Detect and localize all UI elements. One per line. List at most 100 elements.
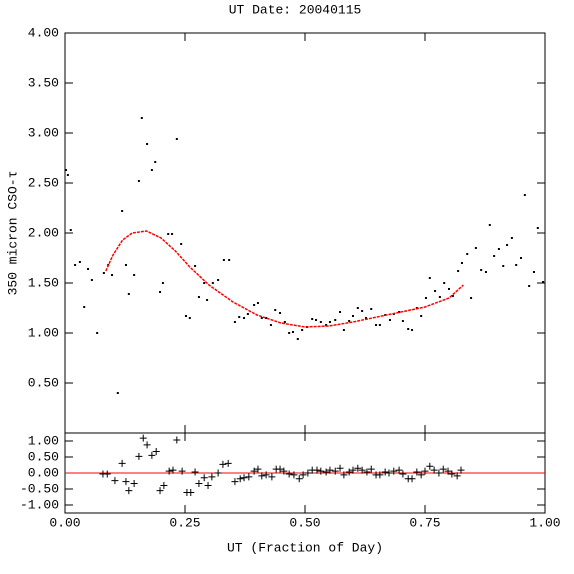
data-point	[528, 285, 531, 287]
residual-point	[290, 471, 298, 479]
chart-title: UT Date: 20040115	[229, 2, 362, 17]
y-tick-label: -0.50	[20, 481, 59, 496]
data-point	[180, 243, 183, 245]
residual-point	[457, 466, 465, 474]
residual-point	[340, 471, 348, 479]
data-point	[319, 321, 322, 323]
data-point	[334, 319, 337, 321]
residual-point	[322, 468, 330, 476]
data-point	[274, 309, 277, 311]
residual-point	[245, 473, 253, 481]
residual-point	[262, 471, 270, 479]
residual-point	[152, 448, 160, 456]
residual-point	[385, 469, 393, 477]
data-point	[217, 279, 220, 281]
residual-point	[173, 436, 181, 444]
data-point	[83, 306, 86, 308]
residual-point	[178, 467, 186, 475]
residual-point	[376, 471, 384, 479]
residual-point	[208, 473, 216, 481]
y-tick-label: 1.00	[28, 433, 59, 448]
data-point	[74, 264, 77, 266]
y-tick-label: 1.50	[28, 275, 59, 290]
residual-point	[358, 466, 366, 474]
data-point	[171, 233, 174, 235]
data-point	[167, 233, 170, 235]
residual-point	[349, 466, 357, 474]
residual-point	[395, 466, 403, 474]
residual-point	[268, 473, 276, 481]
residual-point	[195, 480, 203, 488]
data-point	[388, 319, 391, 321]
data-point	[356, 307, 359, 309]
y-tick-label: 0.00	[28, 465, 59, 480]
y-tick-label: 0.50	[28, 375, 59, 390]
residual-point	[448, 470, 456, 478]
residual-point	[295, 475, 303, 483]
residual-point	[426, 462, 434, 470]
data-point	[470, 297, 473, 299]
residual-point	[130, 480, 138, 488]
y-axis-title: 350 micron CSO-τ	[5, 171, 20, 296]
residual-point	[254, 465, 262, 473]
data-point	[253, 304, 256, 306]
data-point	[69, 229, 72, 231]
data-point	[184, 315, 187, 317]
data-point	[401, 320, 404, 322]
data-point	[243, 317, 246, 319]
data-point	[484, 271, 487, 273]
residual-point	[103, 470, 111, 478]
data-point	[150, 169, 153, 171]
data-point	[328, 321, 331, 323]
data-point	[311, 318, 314, 320]
residual-point	[331, 467, 339, 475]
plot-frame	[64, 32, 546, 434]
data-point	[211, 282, 214, 284]
residual-point	[299, 471, 307, 479]
data-point	[460, 262, 463, 264]
data-point	[87, 268, 90, 270]
data-point	[466, 253, 469, 255]
y-tick-label: 2.50	[28, 175, 59, 190]
x-tick-label: 0.50	[289, 515, 320, 530]
data-point	[203, 282, 206, 284]
data-point	[443, 282, 446, 284]
data-point	[448, 288, 450, 290]
x-tick-label: 1.00	[529, 515, 560, 530]
y-tick-label: -1.00	[20, 497, 59, 512]
data-point	[542, 281, 545, 283]
x-tick-label: 0.75	[409, 515, 440, 530]
residual-point	[413, 468, 421, 476]
residual-point	[250, 467, 258, 475]
data-point	[197, 296, 200, 298]
data-point	[515, 264, 518, 266]
residual-point	[204, 481, 212, 489]
data-point	[301, 329, 304, 331]
residual-point	[336, 464, 344, 472]
residual-point	[258, 472, 266, 480]
data-point	[256, 302, 259, 304]
residual-point	[285, 470, 293, 478]
residual-point	[345, 468, 353, 476]
data-point	[370, 308, 373, 310]
data-point	[288, 332, 291, 334]
x-axis-title: UT (Fraction of Day)	[227, 540, 383, 555]
data-point	[116, 392, 119, 394]
data-point	[488, 224, 491, 226]
data-point	[510, 237, 513, 239]
residual-point	[381, 468, 389, 476]
residual-point	[191, 468, 199, 476]
data-point	[188, 317, 191, 319]
residual-point	[187, 489, 195, 497]
data-point	[265, 317, 268, 319]
data-point	[238, 316, 241, 318]
data-point	[96, 332, 99, 334]
data-point	[206, 299, 209, 301]
data-point	[102, 272, 105, 274]
residual-point	[453, 472, 461, 480]
residual-point	[148, 451, 156, 459]
data-point	[315, 319, 318, 321]
fit-line	[105, 230, 464, 328]
residual-point	[304, 469, 312, 477]
residual-point	[435, 469, 443, 477]
